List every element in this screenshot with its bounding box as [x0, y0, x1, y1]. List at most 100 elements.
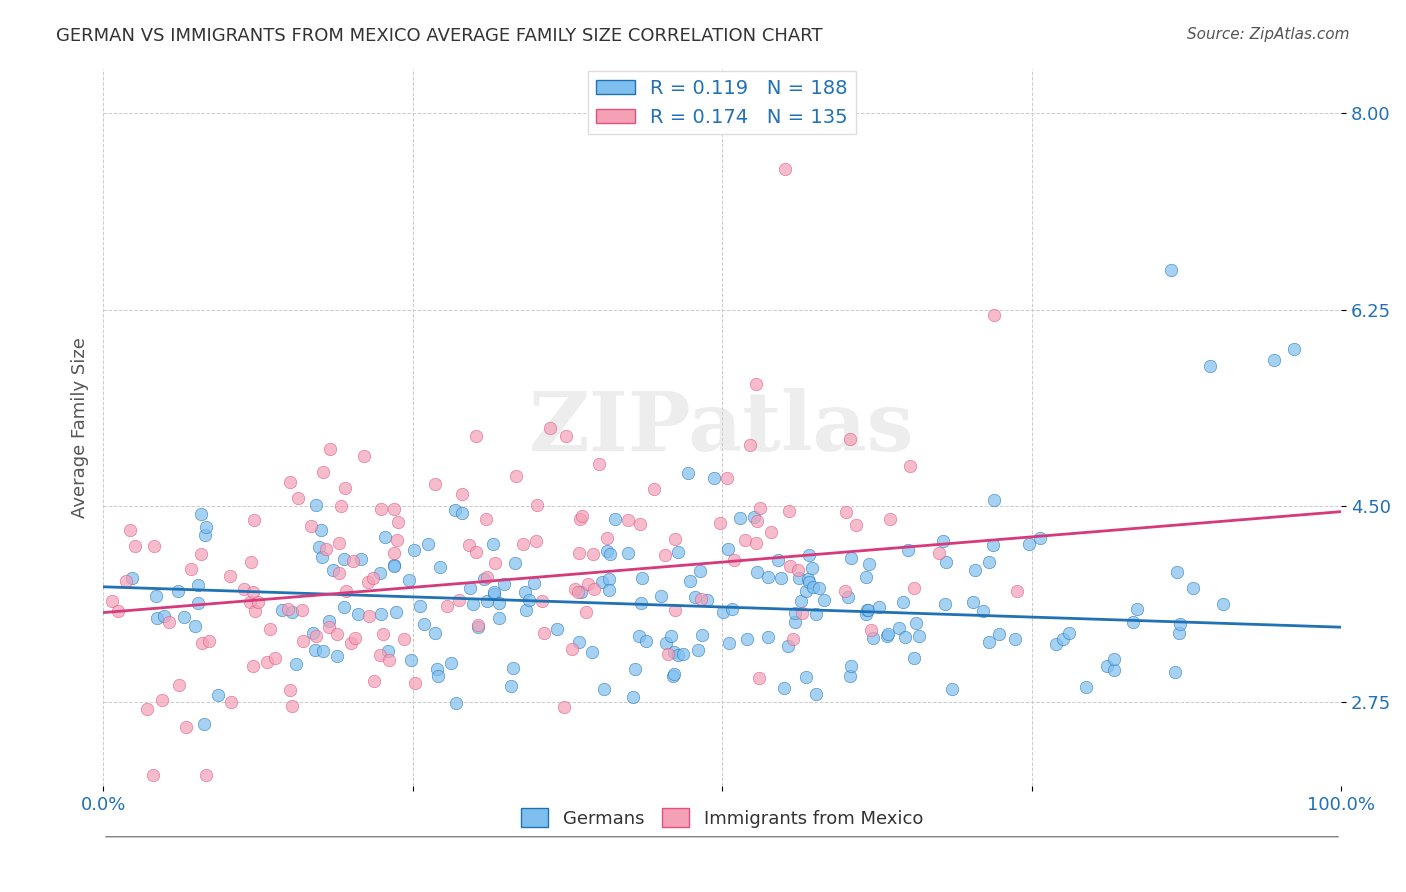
Point: [121, 571, 143, 585]
Point: [436, 599, 458, 614]
Point: [735, 632, 758, 647]
Point: [467, 618, 489, 632]
Point: [903, 651, 925, 665]
Point: [643, 482, 665, 496]
Point: [845, 517, 868, 532]
Point: [782, 632, 804, 646]
Point: [387, 515, 409, 529]
Point: [533, 626, 555, 640]
Point: [167, 583, 190, 598]
Point: [124, 539, 146, 553]
Point: [404, 543, 426, 558]
Point: [664, 532, 686, 546]
Point: [983, 308, 1005, 322]
Point: [363, 674, 385, 689]
Point: [1282, 342, 1305, 356]
Point: [574, 606, 596, 620]
Point: [326, 649, 349, 664]
Point: [596, 544, 619, 558]
Point: [342, 554, 364, 568]
Point: [285, 657, 308, 672]
Text: ZIPatlas: ZIPatlas: [529, 387, 915, 467]
Point: [1004, 632, 1026, 646]
Point: [935, 555, 957, 569]
Point: [444, 697, 467, 711]
Point: [287, 491, 309, 505]
Point: [778, 504, 800, 518]
Point: [361, 571, 384, 585]
Point: [721, 602, 744, 616]
Point: [1028, 531, 1050, 545]
Point: [174, 720, 197, 734]
Point: [197, 633, 219, 648]
Point: [239, 594, 262, 608]
Point: [187, 596, 209, 610]
Point: [655, 636, 678, 650]
Point: [242, 658, 264, 673]
Point: [568, 512, 591, 526]
Point: [219, 695, 242, 709]
Point: [779, 558, 801, 573]
Point: [1181, 582, 1204, 596]
Point: [628, 629, 651, 643]
Point: [277, 602, 299, 616]
Point: [932, 534, 955, 549]
Point: [591, 575, 613, 590]
Point: [1212, 597, 1234, 611]
Point: [256, 655, 278, 669]
Point: [463, 597, 485, 611]
Point: [412, 616, 434, 631]
Point: [977, 555, 1000, 569]
Point: [567, 585, 589, 599]
Point: [309, 523, 332, 537]
Point: [894, 630, 917, 644]
Point: [709, 516, 731, 530]
Point: [425, 477, 447, 491]
Point: [243, 513, 266, 527]
Point: [717, 542, 740, 557]
Point: [515, 603, 537, 617]
Point: [426, 669, 449, 683]
Point: [666, 648, 689, 662]
Point: [593, 682, 616, 697]
Point: [340, 636, 363, 650]
Point: [813, 592, 835, 607]
Point: [856, 603, 879, 617]
Point: [634, 634, 657, 648]
Point: [792, 606, 814, 620]
Point: [1057, 625, 1080, 640]
Point: [157, 615, 180, 630]
Point: [312, 465, 335, 479]
Point: [1102, 664, 1125, 678]
Point: [318, 620, 340, 634]
Point: [770, 570, 793, 584]
Point: [194, 520, 217, 534]
Point: [668, 545, 690, 559]
Point: [897, 542, 920, 557]
Point: [678, 574, 700, 588]
Point: [773, 162, 796, 177]
Point: [689, 564, 711, 578]
Point: [330, 499, 353, 513]
Point: [745, 377, 768, 392]
Point: [291, 634, 314, 648]
Point: [650, 589, 672, 603]
Point: [328, 536, 350, 550]
Point: [465, 429, 488, 443]
Point: [790, 593, 813, 607]
Point: [264, 651, 287, 665]
Point: [305, 498, 328, 512]
Point: [1126, 601, 1149, 615]
Point: [598, 583, 620, 598]
Point: [981, 538, 1004, 552]
Point: [661, 669, 683, 683]
Point: [738, 438, 761, 452]
Point: [903, 581, 925, 595]
Point: [794, 583, 817, 598]
Point: [385, 533, 408, 548]
Point: [322, 563, 344, 577]
Point: [972, 604, 994, 618]
Point: [616, 546, 638, 560]
Point: [797, 574, 820, 589]
Point: [858, 558, 880, 572]
